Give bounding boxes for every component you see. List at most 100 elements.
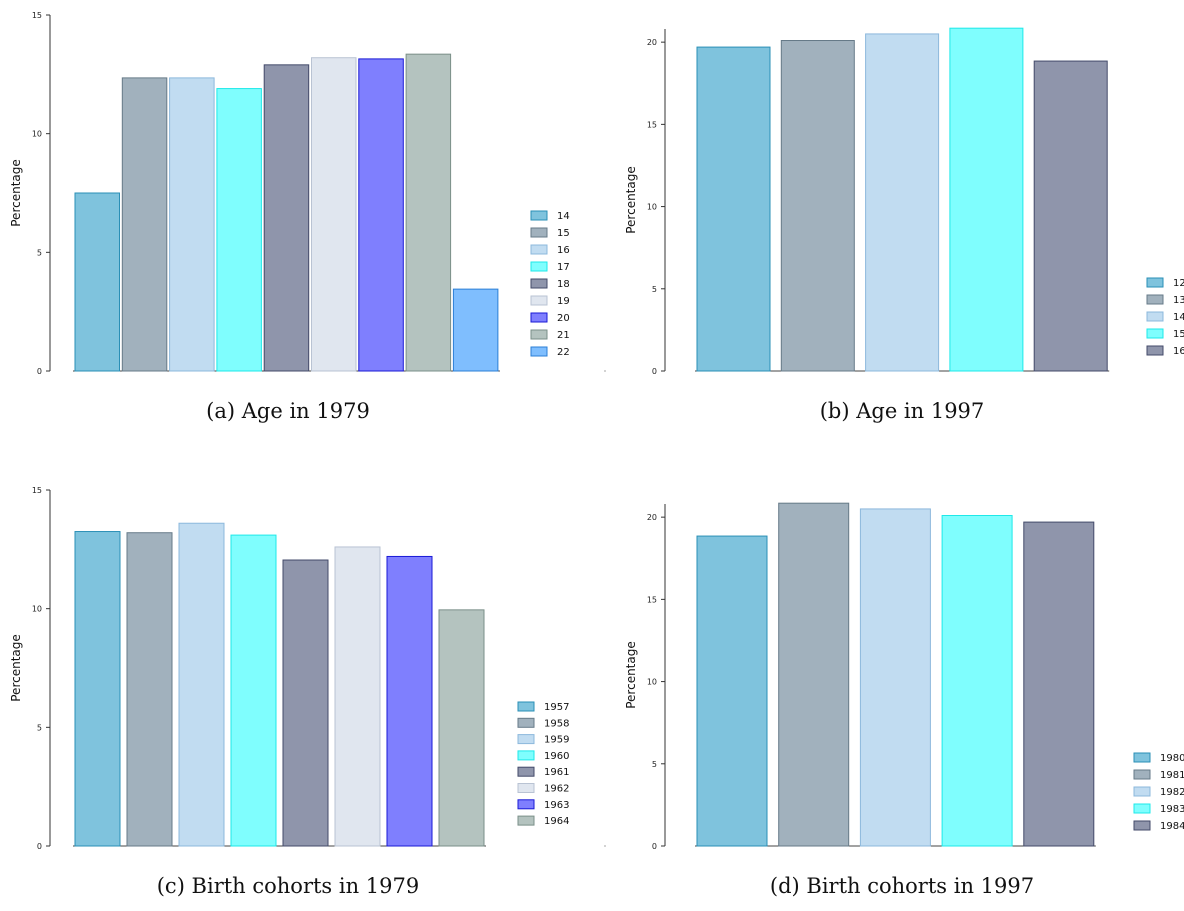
bar-1957 (74, 531, 121, 847)
chart-age-1979: 0 5 10 15 Percentage 14 15 16 17 18 19 20 21 22 (a) Ag… (9, 11, 606, 423)
bar-1959 (178, 522, 225, 847)
legend-label-21: 21 (557, 330, 570, 341)
legend-swatch-22 (530, 346, 548, 357)
y-tick-label: 15 (32, 486, 42, 495)
legend-swatch-20 (530, 312, 548, 323)
y-tick-label: 15 (32, 11, 42, 20)
legend-label-1961: 1961 (544, 767, 569, 778)
legend-swatch-1963 (517, 799, 535, 810)
legend-label-22: 22 (557, 347, 570, 358)
bar-22 (452, 288, 499, 372)
y-tick-label: 10 (647, 678, 657, 687)
bar-1980 (696, 535, 768, 847)
bar-20 (358, 58, 404, 372)
chart-birth-cohorts-1997: 0 5 10 15 20 Percentage 1980 1981 1982 1983 1984 (d… (624, 502, 1184, 898)
bar-1960 (230, 534, 277, 847)
legend-label-16: 16 (557, 245, 570, 256)
bar-17 (216, 88, 262, 372)
chart-age-1997: 0 5 10 15 20 Percentage 12 13 14 15 16 (b) Age in 1… (624, 27, 1184, 423)
bar-15 (121, 77, 168, 372)
chart-birth-cohorts-1979: 0 5 10 15 Percentage 1957 1958 1959 1960 1961 1962… (9, 486, 606, 898)
legend-label-1963: 1963 (544, 800, 569, 811)
legend-swatch-13 (1146, 294, 1164, 305)
legend-swatch-1983 (1133, 803, 1151, 814)
legend-swatch-16 (530, 244, 548, 255)
legend-label-20: 20 (557, 313, 570, 324)
legend-label-1982: 1982 (1160, 787, 1184, 798)
legend-swatch-17 (530, 261, 548, 272)
bar-18 (263, 64, 310, 372)
y-axis-label: Percentage (624, 641, 638, 709)
legend-swatch-1982 (1133, 786, 1151, 797)
bar-13 (780, 40, 855, 372)
legend-label-1958: 1958 (544, 718, 569, 729)
figure-caption: (c) Birth cohorts in 1979 (157, 874, 420, 898)
legend-label-1980: 1980 (1160, 753, 1184, 764)
bar-1984 (1023, 521, 1095, 847)
legend-label-15: 15 (1173, 329, 1184, 340)
y-tick-label: 10 (647, 203, 657, 212)
legend-label-18: 18 (557, 279, 570, 290)
legend-label-1984: 1984 (1160, 821, 1184, 832)
legend-label-15: 15 (557, 228, 570, 239)
legend-swatch-1964 (517, 815, 535, 826)
y-axis-label: Percentage (624, 166, 638, 234)
y-tick-label: 5 (652, 760, 657, 769)
legend-label-1959: 1959 (544, 735, 569, 746)
legend-swatch-1961 (517, 766, 535, 777)
legend-swatch-19 (530, 295, 548, 306)
legend-label-1981: 1981 (1160, 770, 1184, 781)
legend-label-19: 19 (557, 296, 570, 307)
legend-swatch-1984 (1133, 820, 1151, 831)
bar-14 (865, 33, 940, 372)
bar-1983 (941, 515, 1013, 847)
legend-label-14: 14 (557, 211, 570, 222)
y-tick-label: 15 (647, 595, 657, 604)
legend-swatch-21 (530, 329, 548, 340)
y-tick-label: 0 (652, 367, 657, 376)
legend-swatch-16 (1146, 345, 1164, 356)
legend-label-12: 12 (1173, 278, 1184, 289)
bar-14 (74, 192, 120, 372)
legend-label-13: 13 (1173, 295, 1184, 306)
y-axis-label: Percentage (9, 159, 23, 227)
legend-swatch-18 (530, 278, 548, 289)
bar-1964 (438, 609, 485, 847)
bar-21 (405, 53, 452, 372)
y-tick-label: 0 (37, 842, 42, 851)
bar-1962 (334, 546, 381, 847)
legend-label-1962: 1962 (544, 784, 569, 795)
bar-12 (696, 46, 771, 372)
legend-label-1960: 1960 (544, 751, 569, 762)
legend-swatch-1980 (1133, 752, 1151, 763)
legend-swatch-1959 (517, 734, 535, 745)
y-tick-label: 0 (652, 842, 657, 851)
bar-16 (1033, 60, 1108, 372)
legend-swatch-1960 (517, 750, 535, 761)
legend-label-1957: 1957 (544, 702, 569, 713)
legend-swatch-12 (1146, 277, 1164, 288)
figure-caption: (b) Age in 1997 (820, 399, 985, 423)
bar-1963 (386, 555, 433, 847)
legend-swatch-1981 (1133, 769, 1151, 780)
y-tick-label: 20 (647, 513, 657, 522)
axis-end-mark (604, 845, 606, 847)
legend-swatch-1957 (517, 701, 535, 712)
legend-label-16: 16 (1173, 346, 1184, 357)
legend-label-17: 17 (557, 262, 570, 273)
bar-15 (949, 27, 1024, 372)
y-tick-label: 20 (647, 38, 657, 47)
y-tick-label: 5 (37, 248, 42, 257)
y-tick-label: 5 (652, 285, 657, 294)
legend-swatch-15 (530, 227, 548, 238)
figure-caption: (d) Birth cohorts in 1997 (770, 874, 1034, 898)
bar-1958 (126, 532, 173, 847)
bar-16 (169, 77, 215, 372)
axis-end-mark (604, 370, 606, 372)
legend-swatch-15 (1146, 328, 1164, 339)
legend-swatch-1962 (517, 783, 535, 793)
legend-swatch-1958 (517, 717, 535, 728)
bar-1961 (282, 559, 329, 847)
y-tick-label: 15 (647, 120, 657, 129)
